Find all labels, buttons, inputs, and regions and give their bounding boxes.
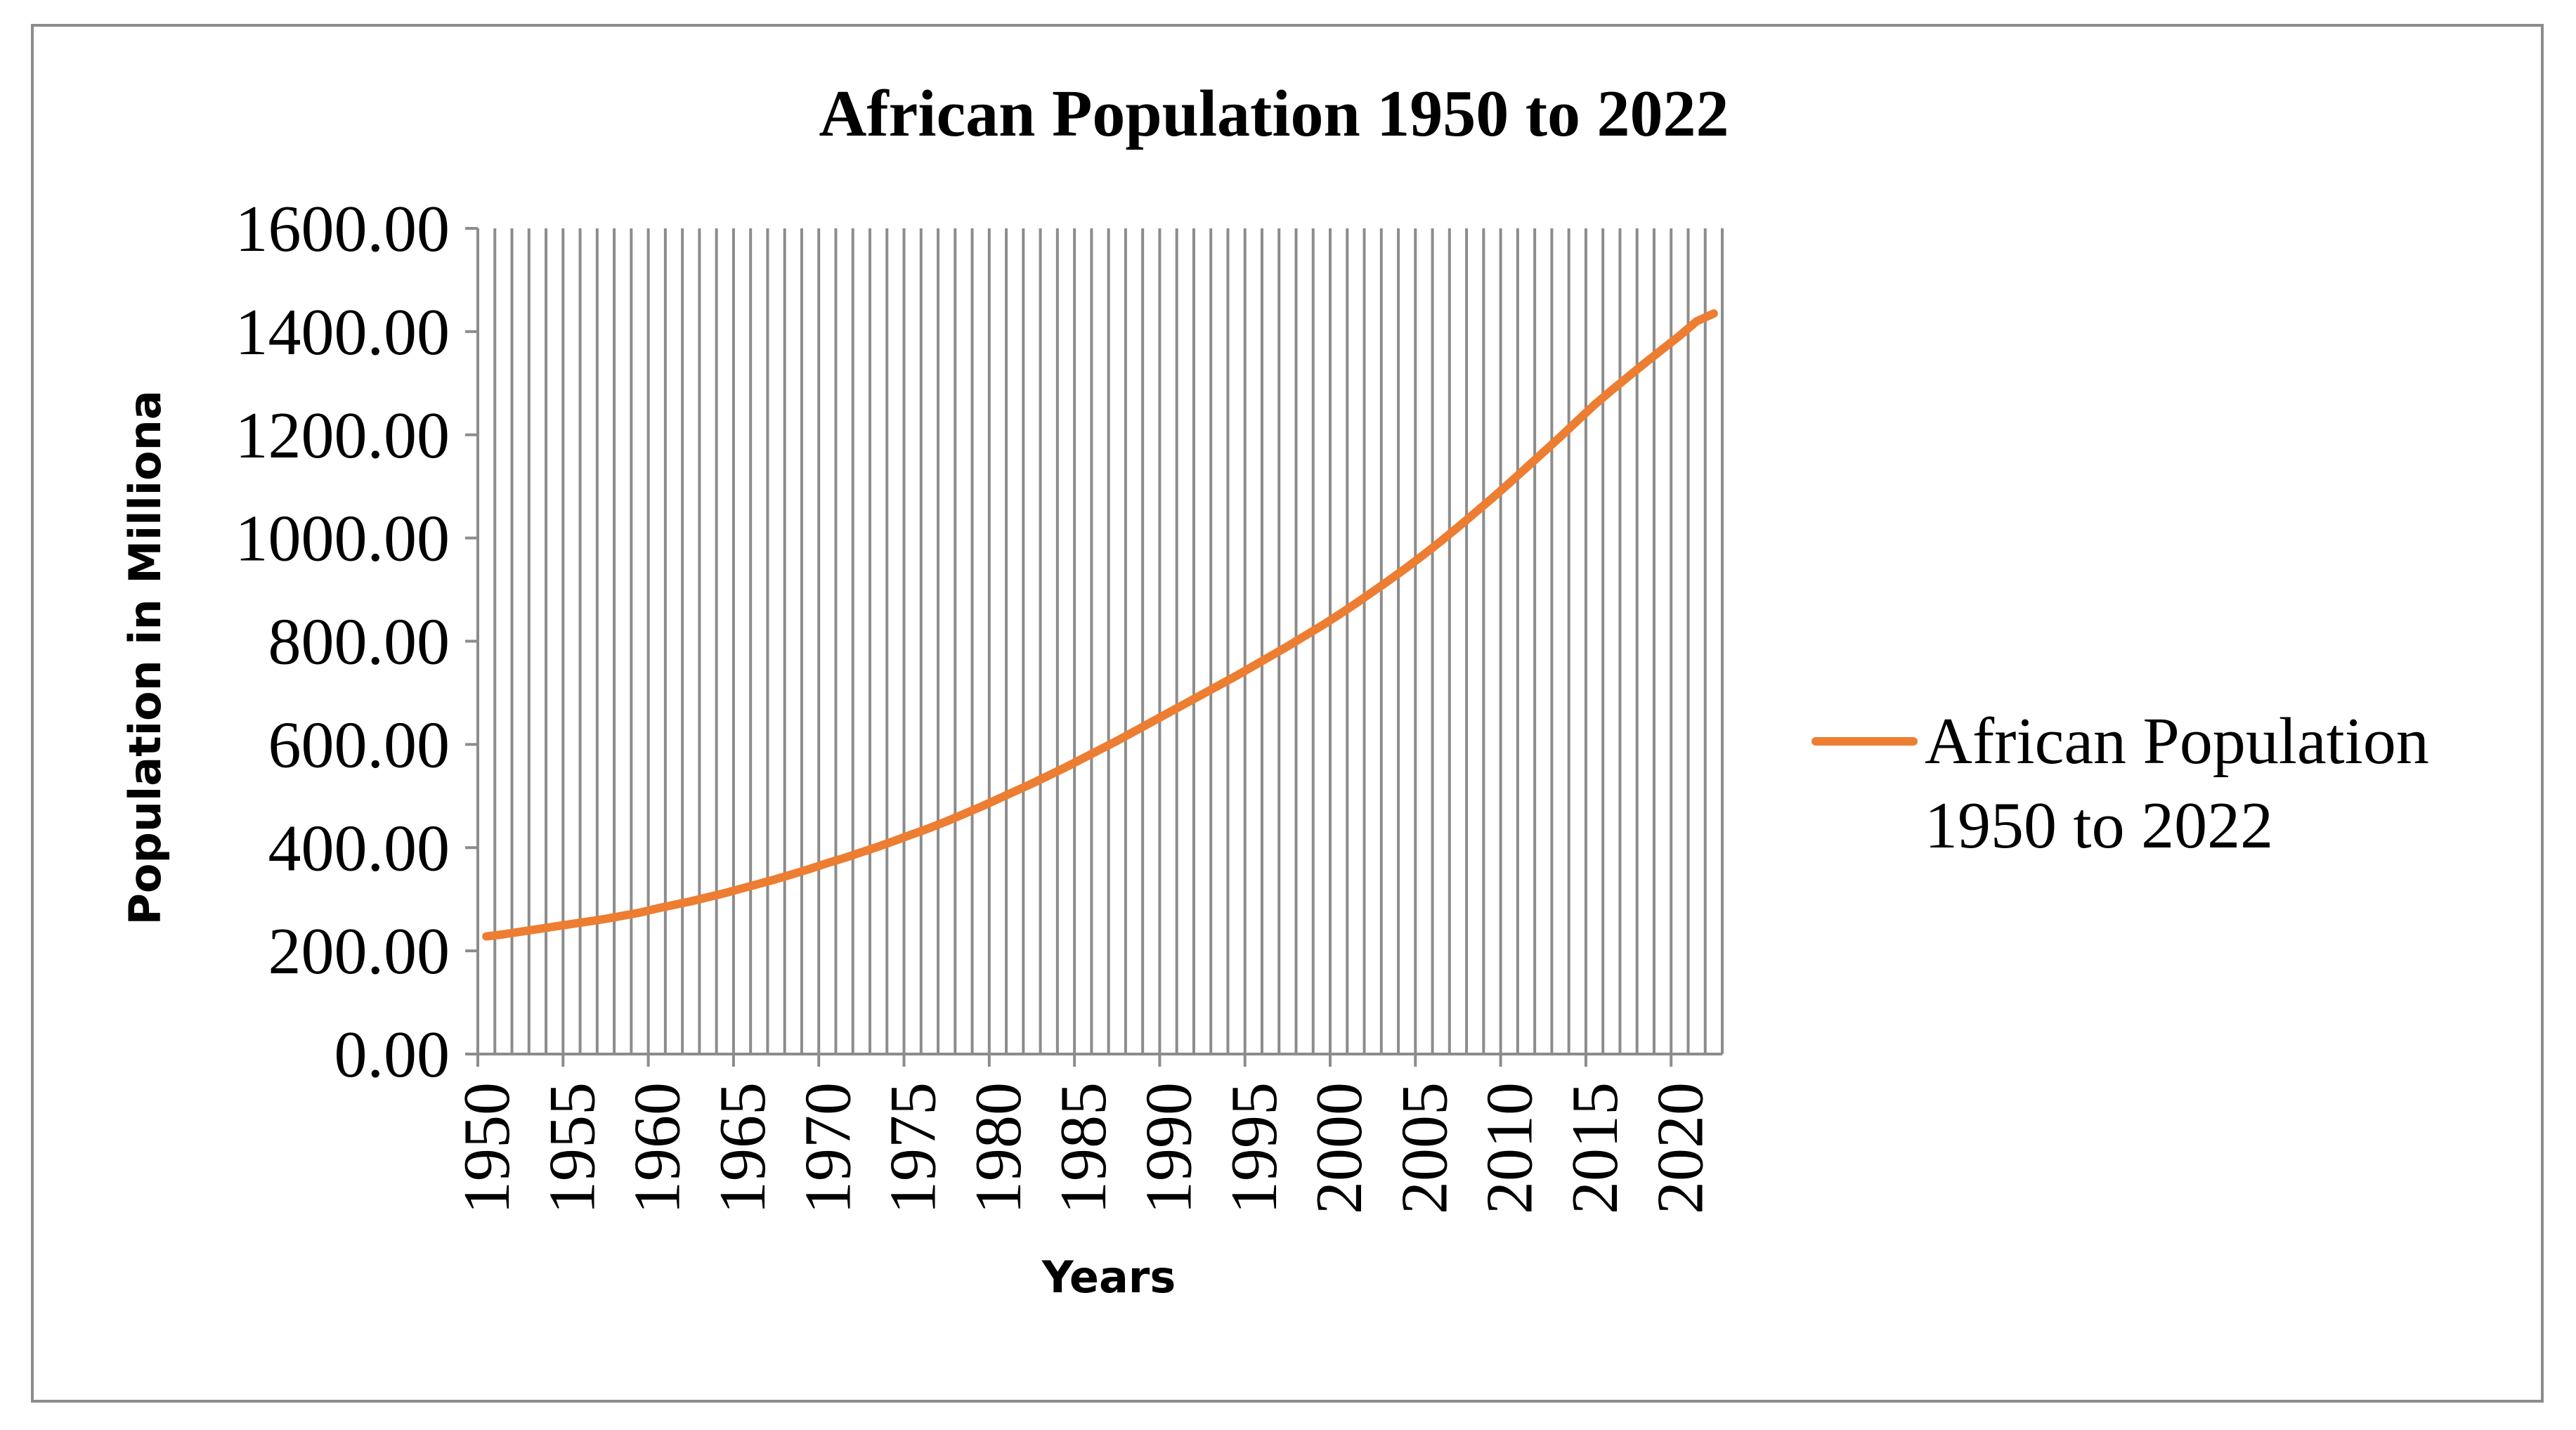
y-axis-label: Population in Milliona <box>119 390 171 925</box>
x-tick-label: 2000 <box>1303 1082 1376 1214</box>
x-tick-label: 1980 <box>962 1082 1035 1214</box>
y-tick-label: 1000.00 <box>235 502 450 576</box>
x-tick-label: 1975 <box>877 1082 950 1214</box>
x-tick-label: 2005 <box>1388 1082 1461 1214</box>
y-tick-label: 1400.00 <box>235 296 450 369</box>
vertical-gridlines <box>476 228 1724 1054</box>
series-line <box>482 309 1718 941</box>
y-tick-label: 200.00 <box>268 915 450 988</box>
chart-frame: African Population 1950 to 2022 0.00 200.… <box>31 24 2544 1403</box>
x-tick-label: 1990 <box>1133 1082 1206 1214</box>
x-tick-label: 2015 <box>1559 1082 1632 1214</box>
x-tick-label: 1960 <box>621 1082 694 1214</box>
x-tick-labels: 1950 1955 1960 1965 1970 1975 1980 1985 1990 1995… <box>450 1082 1717 1214</box>
y-tick-label: 0.00 <box>334 1018 450 1091</box>
x-tick-label: 2020 <box>1644 1082 1717 1214</box>
chart-svg: African Population 1950 to 2022 0.00 200.… <box>119 77 2429 1303</box>
y-tick-label: 800.00 <box>268 606 450 679</box>
x-tick-marks <box>476 1054 1673 1067</box>
legend: African Population 1950 to 2022 <box>1811 705 2429 862</box>
x-tick-label: 1950 <box>450 1082 523 1214</box>
y-tick-label: 600.00 <box>268 708 450 781</box>
x-tick-label: 1965 <box>706 1082 779 1214</box>
y-tick-label: 400.00 <box>268 812 450 885</box>
chart-title: African Population 1950 to 2022 <box>819 77 1729 150</box>
y-tick-marks <box>465 227 478 1055</box>
x-tick-label: 2010 <box>1474 1082 1547 1214</box>
x-tick-label: 1955 <box>535 1082 609 1214</box>
legend-label: African Population 1950 to 2022 <box>1925 705 2429 862</box>
y-tick-label: 1600.00 <box>235 193 450 266</box>
y-tick-labels: 0.00 200.00 400.00 600.00 800.00 1000.00 1200.… <box>235 193 450 1091</box>
y-tick-label: 1200.00 <box>235 399 450 472</box>
x-tick-label: 1995 <box>1218 1082 1291 1214</box>
series-group <box>482 309 1718 941</box>
x-tick-label: 1970 <box>791 1082 864 1214</box>
x-tick-label: 1985 <box>1047 1082 1120 1214</box>
x-axis-label: Years <box>1041 1252 1176 1303</box>
